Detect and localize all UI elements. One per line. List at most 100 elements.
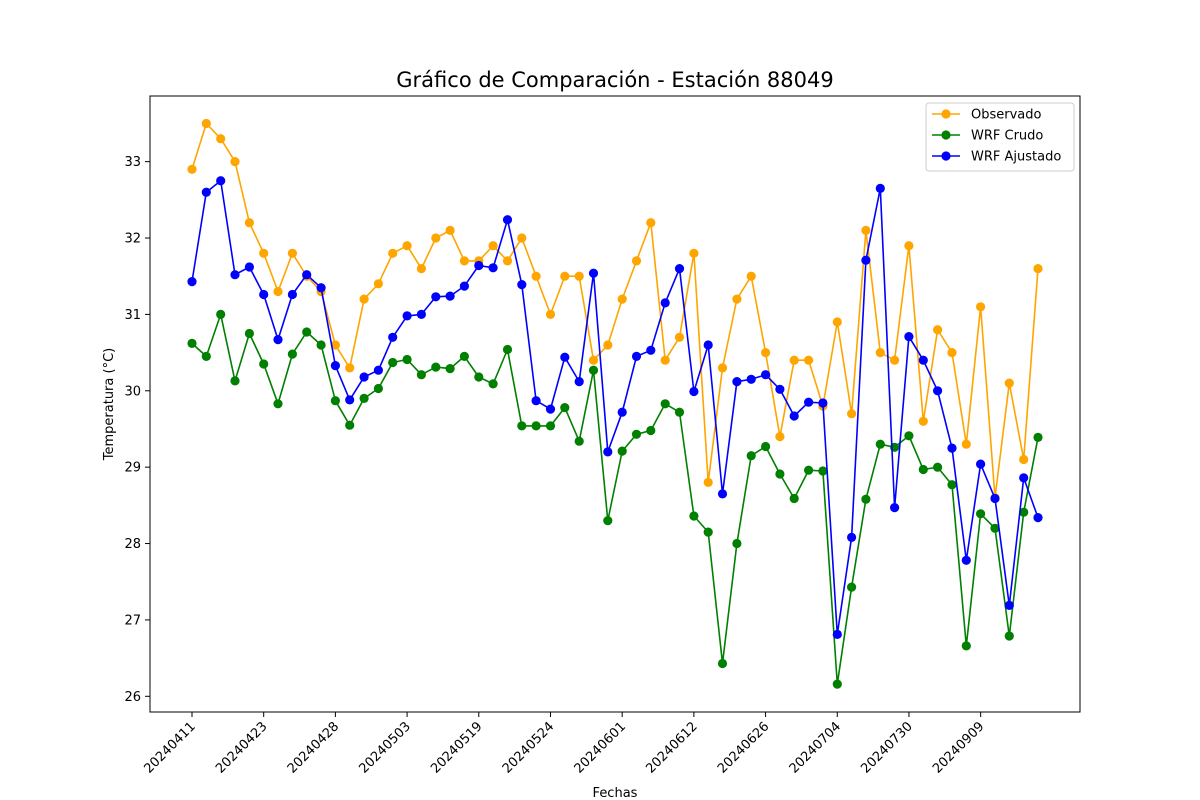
data-point — [761, 348, 771, 358]
data-point — [631, 429, 642, 439]
data-point — [388, 332, 398, 342]
y-tick-label: 30 — [124, 384, 141, 399]
data-point — [832, 629, 842, 640]
series-group — [187, 118, 1043, 689]
legend-label: WRF Ajustado — [971, 150, 1061, 165]
x-axis-title: Fechas — [593, 786, 638, 800]
data-point — [947, 348, 957, 358]
data-point — [1004, 631, 1014, 641]
data-point — [574, 271, 584, 281]
data-point — [388, 248, 398, 258]
data-point — [674, 407, 685, 417]
data-point — [259, 359, 269, 369]
data-point — [431, 362, 441, 372]
data-point — [789, 411, 799, 421]
data-point — [703, 477, 713, 487]
data-point — [502, 344, 513, 355]
data-point — [445, 225, 455, 235]
data-point — [631, 256, 642, 266]
data-point — [617, 446, 627, 456]
legend-swatch-marker — [941, 151, 951, 161]
series-wrf-crudo — [187, 309, 1043, 689]
data-point — [1033, 264, 1043, 274]
data-point — [574, 436, 584, 446]
data-point — [187, 277, 197, 287]
data-point — [531, 271, 541, 281]
data-point — [990, 523, 1000, 533]
data-point — [517, 421, 527, 431]
data-point — [201, 351, 211, 361]
data-point — [431, 292, 441, 302]
data-point — [976, 302, 986, 312]
data-point — [230, 157, 240, 167]
data-point — [359, 393, 369, 403]
data-point — [847, 409, 857, 419]
data-point — [502, 215, 513, 225]
data-point — [259, 248, 269, 258]
data-point — [947, 480, 957, 490]
legend-item: WRF Ajustado — [932, 150, 1061, 165]
data-point — [732, 294, 742, 304]
data-point — [617, 407, 627, 417]
data-point — [646, 425, 656, 436]
data-point — [244, 218, 254, 228]
data-point — [761, 441, 771, 452]
data-point — [660, 399, 670, 409]
data-point — [416, 264, 426, 274]
data-point — [244, 262, 254, 272]
data-point — [431, 233, 441, 243]
data-point — [746, 271, 756, 281]
data-point — [847, 582, 857, 592]
data-point — [488, 379, 498, 389]
series-wrf-ajustado — [187, 176, 1043, 640]
data-point — [459, 256, 469, 266]
data-point — [674, 332, 685, 342]
legend-item: Observado — [932, 108, 1042, 123]
data-point — [990, 493, 1000, 504]
data-point — [187, 164, 197, 174]
data-point — [775, 469, 785, 479]
data-point — [588, 365, 599, 375]
data-point — [230, 270, 240, 280]
data-point — [216, 176, 226, 186]
data-point — [1019, 473, 1029, 483]
data-point — [847, 532, 857, 543]
data-point — [689, 386, 699, 397]
data-point — [330, 396, 340, 406]
chart-title: Gráfico de Comparación - Estación 88049 — [396, 68, 833, 92]
data-point — [703, 527, 713, 537]
data-point — [961, 555, 971, 565]
data-point — [445, 291, 455, 301]
data-point — [1004, 600, 1014, 611]
data-point — [287, 248, 297, 258]
data-point — [1004, 378, 1014, 388]
data-point — [689, 248, 699, 258]
data-point — [717, 489, 728, 499]
data-point — [545, 309, 556, 319]
data-point — [861, 255, 871, 265]
data-point — [373, 279, 383, 289]
data-point — [402, 241, 412, 251]
data-point — [1019, 454, 1029, 465]
data-point — [717, 363, 728, 373]
data-point — [890, 355, 900, 365]
data-point — [818, 466, 828, 476]
data-point — [259, 289, 269, 300]
data-point — [531, 421, 541, 431]
data-point — [617, 294, 627, 304]
data-point — [947, 443, 957, 453]
data-point — [789, 493, 799, 504]
data-point — [732, 377, 742, 387]
plot-area — [149, 95, 1081, 713]
y-tick-label: 33 — [124, 155, 141, 170]
data-point — [746, 451, 756, 461]
data-point — [832, 317, 842, 327]
data-point — [201, 118, 211, 129]
data-point — [330, 340, 340, 350]
data-point — [359, 294, 369, 304]
data-point — [904, 431, 914, 441]
data-point — [531, 396, 541, 406]
data-point — [1033, 513, 1043, 523]
data-point — [187, 338, 197, 348]
